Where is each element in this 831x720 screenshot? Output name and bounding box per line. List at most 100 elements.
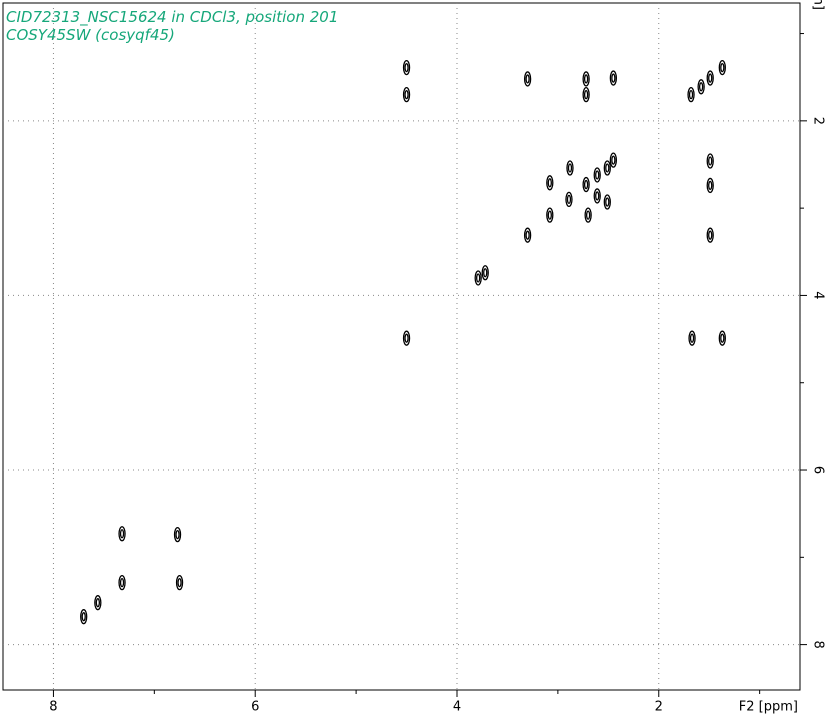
peak-contour bbox=[585, 210, 591, 220]
peak-contour bbox=[404, 333, 409, 343]
chart-subtitle: COSY45SW (cosyqf45) bbox=[6, 26, 175, 44]
peak-contour bbox=[708, 180, 713, 191]
peak bbox=[474, 270, 482, 286]
peak bbox=[687, 87, 695, 103]
peak bbox=[609, 70, 618, 86]
peak bbox=[118, 574, 126, 591]
peak bbox=[402, 87, 411, 103]
peak-contour bbox=[609, 70, 618, 86]
peak bbox=[175, 574, 184, 591]
peak bbox=[584, 207, 592, 223]
peak-contour bbox=[566, 194, 572, 205]
y-tick-label: 8 bbox=[811, 640, 826, 648]
peak-contour bbox=[720, 62, 725, 73]
peak bbox=[697, 79, 705, 95]
peak bbox=[582, 176, 590, 193]
peak-contour bbox=[404, 62, 409, 73]
peak-contour bbox=[708, 156, 713, 166]
peak bbox=[603, 160, 611, 176]
peak-contour bbox=[523, 227, 532, 243]
peak bbox=[706, 227, 714, 243]
peak-contour bbox=[720, 333, 725, 343]
peak-contour bbox=[565, 191, 573, 208]
peak-contour bbox=[605, 163, 610, 173]
peak-contour bbox=[95, 598, 100, 608]
peak-contour bbox=[584, 207, 592, 223]
peak-contour bbox=[603, 160, 611, 176]
peak-contour bbox=[706, 153, 714, 169]
peak bbox=[481, 265, 489, 281]
peak-contour bbox=[688, 330, 696, 346]
peak-contour bbox=[175, 529, 180, 540]
peak-contour bbox=[567, 163, 573, 173]
peak bbox=[718, 59, 726, 76]
peak-contour bbox=[474, 270, 482, 286]
peak-contour bbox=[118, 574, 126, 591]
plot-frame bbox=[2, 2, 801, 691]
peak bbox=[566, 160, 574, 176]
peak bbox=[706, 177, 714, 194]
peak bbox=[80, 609, 88, 625]
peak-contour bbox=[706, 177, 714, 194]
peak bbox=[173, 526, 182, 543]
peak-contour bbox=[481, 265, 489, 281]
peak-contour bbox=[80, 609, 88, 625]
peak bbox=[593, 167, 601, 183]
peak bbox=[718, 330, 726, 346]
peak-contour bbox=[118, 526, 126, 542]
peak-contour bbox=[708, 73, 713, 83]
peak-contour bbox=[689, 333, 695, 343]
y-tick-label: 6 bbox=[811, 466, 826, 474]
peak-contour bbox=[404, 90, 409, 100]
peak-contour bbox=[476, 273, 481, 283]
peak-contour bbox=[402, 59, 411, 76]
peak-contour bbox=[718, 59, 726, 76]
peak-contour bbox=[81, 612, 86, 622]
peak-contour bbox=[177, 577, 182, 588]
peak-contour bbox=[706, 227, 714, 243]
peak-contour bbox=[175, 574, 184, 591]
peak-contour bbox=[173, 526, 182, 543]
x-tick-label: 8 bbox=[49, 700, 57, 715]
x-tick-label: 4 bbox=[453, 700, 461, 715]
peak-contour bbox=[611, 73, 616, 83]
peak-contour bbox=[595, 170, 600, 180]
peak-contour bbox=[595, 191, 600, 201]
peak-contour bbox=[593, 167, 601, 183]
peak bbox=[565, 191, 573, 208]
peak-contour bbox=[566, 160, 574, 176]
y-axis-label: F1 [ppm] bbox=[811, 0, 826, 10]
peak-contour bbox=[525, 74, 530, 84]
peak-contour bbox=[483, 268, 488, 278]
peak-contour bbox=[119, 529, 125, 539]
peak bbox=[523, 71, 532, 87]
peak-contour bbox=[697, 79, 705, 95]
peak-contour bbox=[582, 176, 590, 193]
peak bbox=[603, 194, 611, 210]
peak-contour bbox=[547, 210, 552, 220]
peak bbox=[523, 227, 532, 243]
peak bbox=[609, 152, 618, 168]
peak bbox=[688, 330, 696, 346]
peak-contour bbox=[523, 71, 532, 87]
peak bbox=[706, 153, 714, 169]
peak-contour bbox=[583, 74, 589, 84]
peak-contour bbox=[708, 230, 713, 240]
peak-contour bbox=[611, 155, 616, 165]
peak bbox=[706, 70, 714, 86]
peak bbox=[546, 175, 554, 191]
x-tick-label: 2 bbox=[655, 700, 663, 715]
peak-contour bbox=[546, 175, 554, 191]
chart-title: CID72313_NSC15624 in CDCl3, position 201 bbox=[6, 8, 338, 27]
peak-contour bbox=[402, 330, 411, 346]
y-tick-label: 4 bbox=[811, 291, 826, 299]
y-tick-label: 2 bbox=[811, 117, 826, 125]
peak bbox=[94, 595, 102, 611]
peak-contour bbox=[583, 179, 589, 190]
peak-contour bbox=[582, 71, 590, 87]
peak-contour bbox=[593, 188, 601, 204]
peak-contour bbox=[525, 230, 530, 240]
peak-contour bbox=[609, 152, 618, 168]
x-axis-label: F2 [ppm] bbox=[739, 700, 798, 715]
